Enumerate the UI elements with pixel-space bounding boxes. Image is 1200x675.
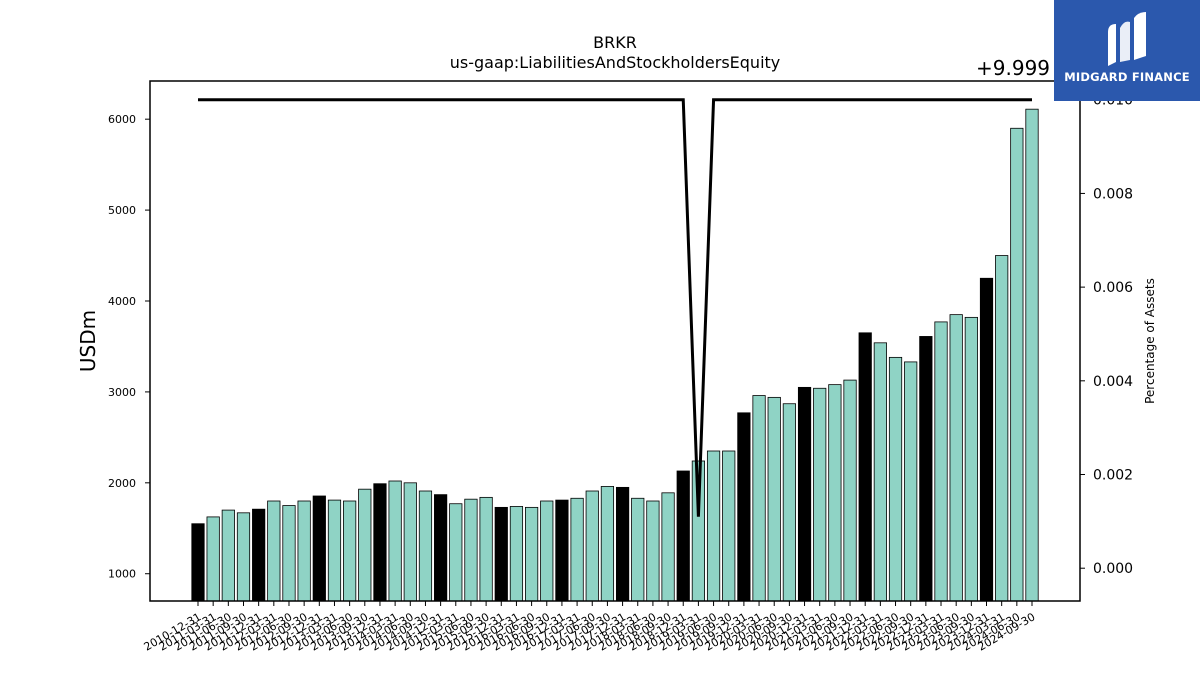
bar <box>403 482 417 602</box>
chart-subtitle: us-gaap:LiabilitiesAndStockholdersEquity <box>450 53 781 72</box>
y-tick-label: 4000 <box>108 295 136 308</box>
bar <box>661 492 675 602</box>
y-tick-label: 1000 <box>108 568 136 581</box>
bars-group <box>191 108 1039 602</box>
y-tick-label: 2000 <box>108 477 136 490</box>
bar <box>494 506 508 602</box>
bar <box>388 480 402 602</box>
bar <box>312 495 326 602</box>
y2-tick-label: 0.000 <box>1093 561 1133 577</box>
bar <box>1010 127 1024 602</box>
bar <box>358 488 372 602</box>
brand-logo: MIDGARD FINANCE <box>1054 0 1200 101</box>
bar <box>464 498 478 602</box>
y-axis-label: USDm <box>76 310 100 372</box>
midgard-logo-icon <box>1108 12 1146 66</box>
bar <box>540 500 554 602</box>
bar <box>813 387 827 602</box>
bar <box>934 321 948 602</box>
bar <box>479 496 493 602</box>
bar <box>525 506 539 602</box>
bar <box>873 342 887 602</box>
percentage-of-assets-line <box>198 98 1032 517</box>
bar <box>904 361 918 602</box>
bar <box>418 490 433 602</box>
y2-tick-label: 0.008 <box>1093 186 1133 202</box>
bar <box>722 450 736 602</box>
bar <box>737 412 751 602</box>
bar <box>646 500 660 602</box>
bar <box>706 450 721 602</box>
bar <box>236 512 251 602</box>
bar <box>327 499 342 602</box>
bar <box>555 499 569 602</box>
y-tick-label: 5000 <box>108 204 136 217</box>
bar <box>585 490 599 602</box>
bar <box>449 503 463 602</box>
bar <box>373 483 387 602</box>
bar <box>797 386 812 602</box>
bar <box>949 314 963 602</box>
bar <box>343 500 357 602</box>
bar <box>1025 108 1039 602</box>
y-tick-label: 3000 <box>108 386 136 399</box>
bar <box>570 497 584 602</box>
chart-title: BRKR <box>593 33 637 52</box>
bar <box>252 508 266 602</box>
plot-frame <box>149 80 1081 602</box>
bar <box>297 500 311 602</box>
y-tick-label: 6000 <box>108 113 136 126</box>
bar <box>964 316 978 602</box>
y2-tick-label: 0.002 <box>1093 468 1133 484</box>
bar <box>600 486 615 602</box>
y2-tick-label: 0.006 <box>1093 280 1133 296</box>
bar <box>191 523 205 602</box>
line-group <box>198 98 1032 517</box>
bar <box>267 500 281 602</box>
bar <box>782 403 796 602</box>
bar <box>752 395 766 602</box>
bar <box>843 379 857 602</box>
bar <box>434 494 448 602</box>
bar <box>858 332 872 602</box>
bar <box>206 516 220 602</box>
y2-tick-label: 0.004 <box>1093 374 1133 390</box>
bar <box>615 486 630 602</box>
bar <box>676 470 690 602</box>
y2-axis-label: Percentage of Assets <box>1143 278 1157 404</box>
bar <box>995 255 1009 602</box>
bar <box>221 509 235 602</box>
bar <box>509 506 524 602</box>
bar <box>282 505 296 602</box>
axes-group: 2010-12-312011-03-312011-06-302011-09-30… <box>108 93 1133 654</box>
bar <box>979 277 994 602</box>
bar <box>888 356 903 602</box>
logo-text: MIDGARD FINANCE <box>1064 70 1190 84</box>
bar <box>919 336 933 602</box>
bar <box>767 396 781 602</box>
bar <box>631 497 645 602</box>
y2-offset-text: +9.999 <box>976 56 1050 80</box>
bar <box>828 384 842 602</box>
